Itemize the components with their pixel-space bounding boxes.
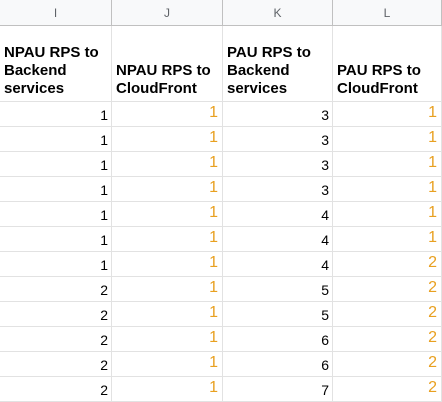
- table-cell[interactable]: 2: [0, 352, 112, 377]
- header-row: NPAU RPS to Backend services NPAU RPS to…: [0, 26, 442, 102]
- table-cell[interactable]: 5: [223, 277, 333, 302]
- table-cell[interactable]: 1: [0, 127, 112, 152]
- table-cell[interactable]: 4: [223, 202, 333, 227]
- table-cell[interactable]: 1: [333, 177, 442, 202]
- table-cell[interactable]: 1: [0, 177, 112, 202]
- table-cell[interactable]: 2: [333, 327, 442, 352]
- table-cell[interactable]: 1: [112, 327, 223, 352]
- table-cell[interactable]: 2: [0, 327, 112, 352]
- table-cell[interactable]: 2: [333, 252, 442, 277]
- column-header-k[interactable]: K: [223, 0, 333, 26]
- table-cell[interactable]: 3: [223, 127, 333, 152]
- header-text: NPAU RPS to Backend services: [4, 44, 99, 97]
- table-cell[interactable]: 1: [112, 177, 223, 202]
- table-cell[interactable]: 1: [333, 227, 442, 252]
- table-cell[interactable]: 1: [0, 202, 112, 227]
- table-cell[interactable]: 2: [0, 302, 112, 327]
- header-text: PAU RPS to Backend services: [227, 44, 311, 97]
- table-cell[interactable]: 6: [223, 327, 333, 352]
- table-cell[interactable]: 3: [223, 177, 333, 202]
- table-cell[interactable]: 1: [112, 252, 223, 277]
- header-text: PAU RPS to CloudFront: [337, 62, 421, 97]
- header-cell-pau-cloudfront[interactable]: PAU RPS to CloudFront: [333, 26, 442, 102]
- table-cell[interactable]: 1: [112, 277, 223, 302]
- table-cell[interactable]: 1: [112, 352, 223, 377]
- table-cell[interactable]: 5: [223, 302, 333, 327]
- table-cell[interactable]: 1: [333, 127, 442, 152]
- table-cell[interactable]: 2: [0, 277, 112, 302]
- table-cell[interactable]: 1: [0, 102, 112, 127]
- table-cell[interactable]: 1: [112, 127, 223, 152]
- column-header-i[interactable]: I: [0, 0, 112, 26]
- header-cell-pau-backend[interactable]: PAU RPS to Backend services: [223, 26, 333, 102]
- header-cell-npau-backend[interactable]: NPAU RPS to Backend services: [0, 26, 112, 102]
- table-cell[interactable]: 1: [0, 227, 112, 252]
- table-cell[interactable]: 1: [0, 152, 112, 177]
- table-cell[interactable]: 1: [333, 202, 442, 227]
- table-cell[interactable]: 1: [333, 152, 442, 177]
- table-cell[interactable]: 1: [112, 202, 223, 227]
- table-cell[interactable]: 1: [112, 377, 223, 402]
- table-cell[interactable]: 6: [223, 352, 333, 377]
- header-cell-npau-cloudfront[interactable]: NPAU RPS to CloudFront: [112, 26, 223, 102]
- header-text: NPAU RPS to CloudFront: [116, 62, 211, 97]
- table-cell[interactable]: 1: [112, 152, 223, 177]
- table-cell[interactable]: 7: [223, 377, 333, 402]
- table-cell[interactable]: 3: [223, 152, 333, 177]
- table-cell[interactable]: 2: [333, 352, 442, 377]
- table-cell[interactable]: 2: [333, 277, 442, 302]
- table-cell[interactable]: 2: [0, 377, 112, 402]
- table-cell[interactable]: 1: [0, 252, 112, 277]
- column-header-bar: I J K L: [0, 0, 442, 26]
- column-header-l[interactable]: L: [333, 0, 442, 26]
- table-cell[interactable]: 4: [223, 252, 333, 277]
- table-cell[interactable]: 1: [112, 227, 223, 252]
- table-cell[interactable]: 1: [112, 302, 223, 327]
- column-header-j[interactable]: J: [112, 0, 223, 26]
- table-cell[interactable]: 1: [333, 102, 442, 127]
- table-cell[interactable]: 2: [333, 377, 442, 402]
- table-cell[interactable]: 3: [223, 102, 333, 127]
- table-cell[interactable]: 4: [223, 227, 333, 252]
- table-cell[interactable]: 2: [333, 302, 442, 327]
- table-cell[interactable]: 1: [112, 102, 223, 127]
